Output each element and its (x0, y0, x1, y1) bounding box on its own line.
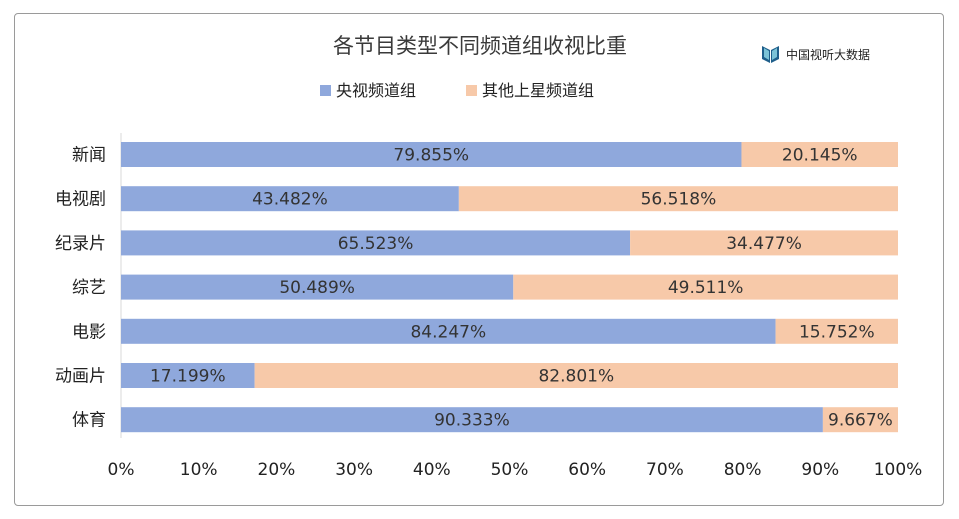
bar-segment (513, 274, 898, 300)
bar-segment (458, 186, 898, 212)
logo-text: 中国视听大数据 (786, 47, 870, 62)
x-axis-ticks: 0% 10% 20% 30% 40% 50% 60% 70% 80% 90% 100% (108, 460, 923, 480)
data-label: 17.199% (150, 367, 226, 387)
chart-title: 各节目类型不同频道组收视比重 (333, 34, 627, 58)
x-tick-label: 60% (568, 460, 606, 480)
bar-segment (121, 186, 459, 212)
x-tick-label: 40% (413, 460, 451, 480)
data-label: 20.145% (782, 146, 858, 166)
bar-segment (121, 363, 255, 388)
data-label: 43.482% (252, 190, 328, 210)
data-label: 84.247% (410, 322, 486, 342)
data-label: 34.477% (726, 234, 802, 254)
x-tick-label: 70% (646, 460, 684, 480)
data-label: 49.511% (668, 278, 744, 298)
category-label: 体育 (72, 411, 106, 431)
legend-label-0: 央视频道组 (336, 81, 416, 100)
bars: 79.855% 20.145% 43.482% 56.518% 65.523% 34.47… (121, 142, 898, 433)
category-label: 新闻 (72, 146, 106, 166)
category-label: 纪录片 (55, 234, 106, 254)
x-tick-label: 90% (801, 460, 839, 480)
bar-segment (254, 363, 898, 388)
bar-segment (822, 407, 898, 433)
data-label: 65.523% (338, 234, 414, 254)
x-tick-label: 0% (108, 460, 135, 480)
bar-segment (741, 142, 898, 167)
x-tick-label: 20% (258, 460, 296, 480)
category-label: 综艺 (72, 278, 106, 298)
data-label: 79.855% (393, 146, 469, 166)
x-tick-label: 30% (335, 460, 373, 480)
legend-label-1: 其他上星频道组 (482, 81, 594, 100)
bar-segment (121, 142, 742, 167)
bar-segment (121, 407, 823, 433)
data-label: 9.667% (828, 411, 893, 431)
data-label: 50.489% (279, 278, 355, 298)
bar-segment (775, 318, 898, 344)
data-label: 15.752% (799, 322, 875, 342)
x-tick-label: 100% (874, 460, 923, 480)
data-label: 90.333% (434, 411, 510, 431)
bar-segment (121, 318, 776, 344)
x-tick-label: 80% (724, 460, 762, 480)
bar-segment (121, 274, 514, 300)
x-tick-label: 10% (180, 460, 218, 480)
category-label: 电影 (72, 322, 106, 342)
bar-segment (121, 230, 631, 256)
logo: 中国视听大数据 (762, 46, 870, 63)
book-logo-icon (762, 46, 779, 63)
legend: 央视频道组 其他上星频道组 (320, 81, 594, 100)
category-label: 动画片 (55, 367, 106, 387)
category-label: 电视剧 (55, 190, 106, 210)
data-label: 82.801% (538, 367, 614, 387)
x-tick-label: 50% (491, 460, 529, 480)
bar-segment (630, 230, 898, 256)
legend-swatch-0 (320, 85, 331, 96)
data-label: 56.518% (641, 190, 717, 210)
legend-swatch-1 (466, 85, 477, 96)
